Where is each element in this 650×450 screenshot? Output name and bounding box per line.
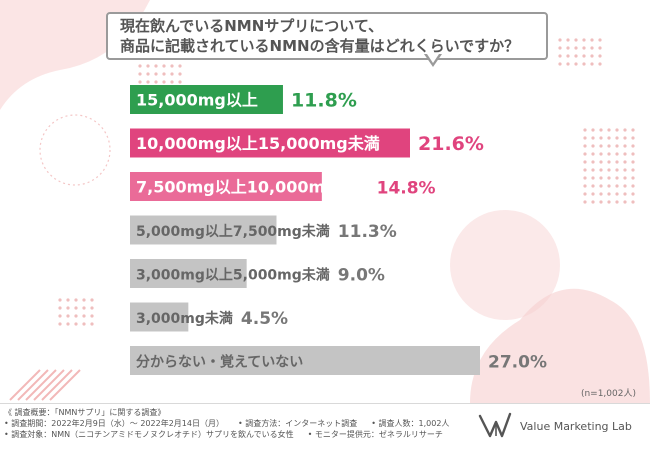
- survey-summary: 《 調査概要：「NMNサプリ」に関する調査》 • 調査期間：2022年2月9日（…: [4, 407, 449, 440]
- deco-circle-right: [450, 210, 560, 320]
- bar-label-5: 3,000mg以上5,000mg未満: [136, 267, 330, 284]
- bar-value-6: 4.5%: [241, 309, 288, 329]
- question-line-2: 商品に記載されているNMNの含有量はどれくらいですか？: [120, 37, 520, 55]
- bar-value-3: 14.8%: [377, 179, 436, 199]
- deco-dots-left: [58, 298, 94, 326]
- chart-card: 現在飲んでいるNMNサプリについて、 商品に記載されているNMNの含有量はどれく…: [0, 0, 650, 404]
- bar-2: [130, 128, 410, 158]
- survey-target: • 調査対象：NMN（ニコチンアミドモノヌクレオチド）サプリを飲んでいる女性: [4, 430, 294, 439]
- bar-4: [130, 215, 277, 245]
- bar-7: [130, 346, 480, 375]
- bar-label-7: 分からない・覚えていない: [136, 354, 303, 371]
- survey-method: • 調査方法：インターネット調査: [237, 419, 358, 428]
- brand-logo: Value Marketing Lab: [476, 410, 646, 440]
- deco-dots-top-right: [558, 38, 602, 66]
- survey-respondents: • 調査人数：1,002人: [371, 419, 450, 428]
- sample-size-note: (n=1,002人): [580, 389, 636, 399]
- survey-summary-row-1: • 調査期間：2022年2月9日（水）～ 2022年2月14日（月） • 調査方法…: [4, 418, 449, 429]
- survey-summary-row-2: • 調査対象：NMN（ニコチンアミドモノヌクレオチド）サプリを飲んでいる女性 • …: [4, 429, 449, 440]
- bar-label-4: 5,000mg以上7,500mg未満: [136, 223, 330, 240]
- bar-value-1: 11.8%: [291, 90, 357, 112]
- bar-label-2: 10,000mg以上15,000mg未満: [136, 134, 380, 153]
- deco-ring-left: [39, 114, 111, 186]
- deco-blob-bottom-right: [470, 288, 650, 403]
- question-bubble-tail-inner: [427, 54, 439, 63]
- deco-stripes-bottom-left: [9, 369, 81, 401]
- bar-5: [130, 259, 247, 288]
- survey-summary-title: 《 調査概要：「NMNサプリ」に関する調査》: [4, 408, 166, 417]
- bar-1: [130, 85, 283, 114]
- bar-label-3: 7,500mg以上10,000mg未満: [136, 178, 369, 197]
- question-line-1: 現在飲んでいるNMNサプリについて、: [120, 17, 384, 35]
- bar-value-5: 9.0%: [338, 266, 385, 286]
- brand-mark-icon: [478, 412, 512, 438]
- bar-value-4: 11.3%: [338, 222, 397, 242]
- bar-chart: 15,000mg以上 11.8% 10,000mg以上15,000mg未満 21.6%…: [130, 85, 547, 375]
- bar-3: [130, 172, 322, 201]
- survey-provider: • モニター提供元：ゼネラルリサーチ: [307, 430, 443, 439]
- deco-dots-top: [138, 64, 182, 84]
- bar-value-7: 27.0%: [488, 353, 547, 373]
- brand-name: Value Marketing Lab: [520, 420, 632, 433]
- deco-dots-right: [583, 128, 635, 204]
- bar-6: [130, 302, 189, 332]
- bar-label-6: 3,000mg未満: [136, 310, 233, 327]
- question-bubble: [106, 12, 548, 60]
- bar-value-2: 21.6%: [418, 133, 484, 155]
- survey-period: • 調査期間：2022年2月9日（水）～ 2022年2月14日（月）: [4, 419, 224, 428]
- bar-label-1: 15,000mg以上: [136, 91, 258, 110]
